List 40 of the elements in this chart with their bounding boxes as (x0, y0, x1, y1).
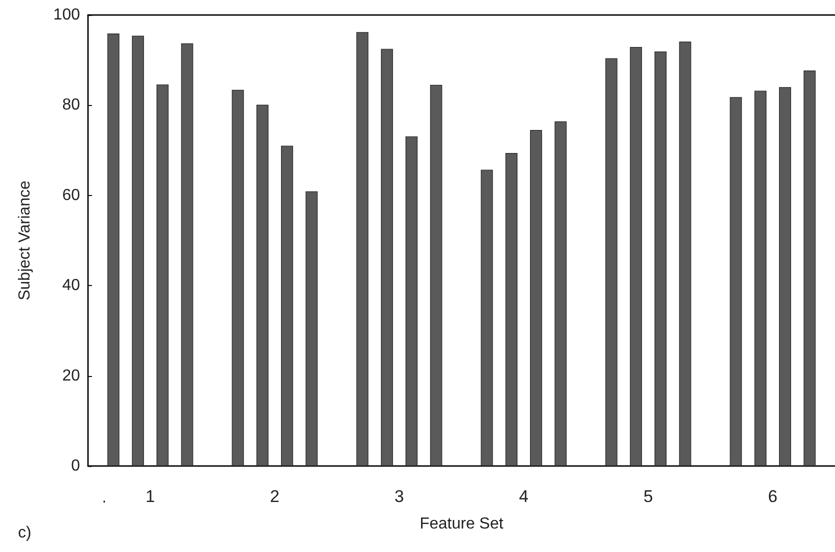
bar (232, 90, 244, 466)
bar (406, 136, 418, 466)
text: . (102, 490, 106, 506)
y-tick-label: 60 (62, 186, 80, 204)
bar (107, 33, 120, 466)
bar (754, 90, 766, 466)
y-tick-label: 80 (62, 96, 80, 114)
bar (654, 52, 667, 466)
bar (804, 70, 816, 466)
bar (281, 146, 294, 466)
bar (505, 153, 518, 466)
bar (430, 84, 442, 466)
bar (605, 58, 618, 466)
bar (630, 47, 642, 466)
x-tick-label: 6 (768, 487, 778, 506)
bar (356, 32, 368, 466)
text: c) (18, 524, 32, 542)
x-tick-label: 2 (270, 487, 280, 506)
x-tick-label: 1 (146, 487, 155, 506)
bar (156, 84, 169, 466)
bar (679, 42, 692, 466)
bar (554, 121, 567, 466)
x-axis-title: Feature Set (420, 516, 504, 532)
bar (380, 48, 393, 466)
x-tick-label: 4 (519, 487, 528, 506)
bar (256, 104, 268, 466)
y-tick-label: 40 (62, 277, 80, 294)
bar (480, 170, 493, 466)
y-axis-title: Subject Variance (16, 180, 34, 300)
y-tick-label: 100 (53, 6, 80, 24)
x-tick-label: 5 (644, 487, 653, 506)
bar (306, 191, 318, 466)
y-tick-label: 20 (62, 367, 80, 384)
x-tick-label: 3 (394, 487, 404, 506)
bar (181, 43, 194, 466)
bar (530, 130, 542, 466)
bar (730, 97, 742, 466)
bar (132, 36, 144, 466)
bar (779, 87, 792, 466)
y-tick-label: 0 (71, 458, 80, 474)
